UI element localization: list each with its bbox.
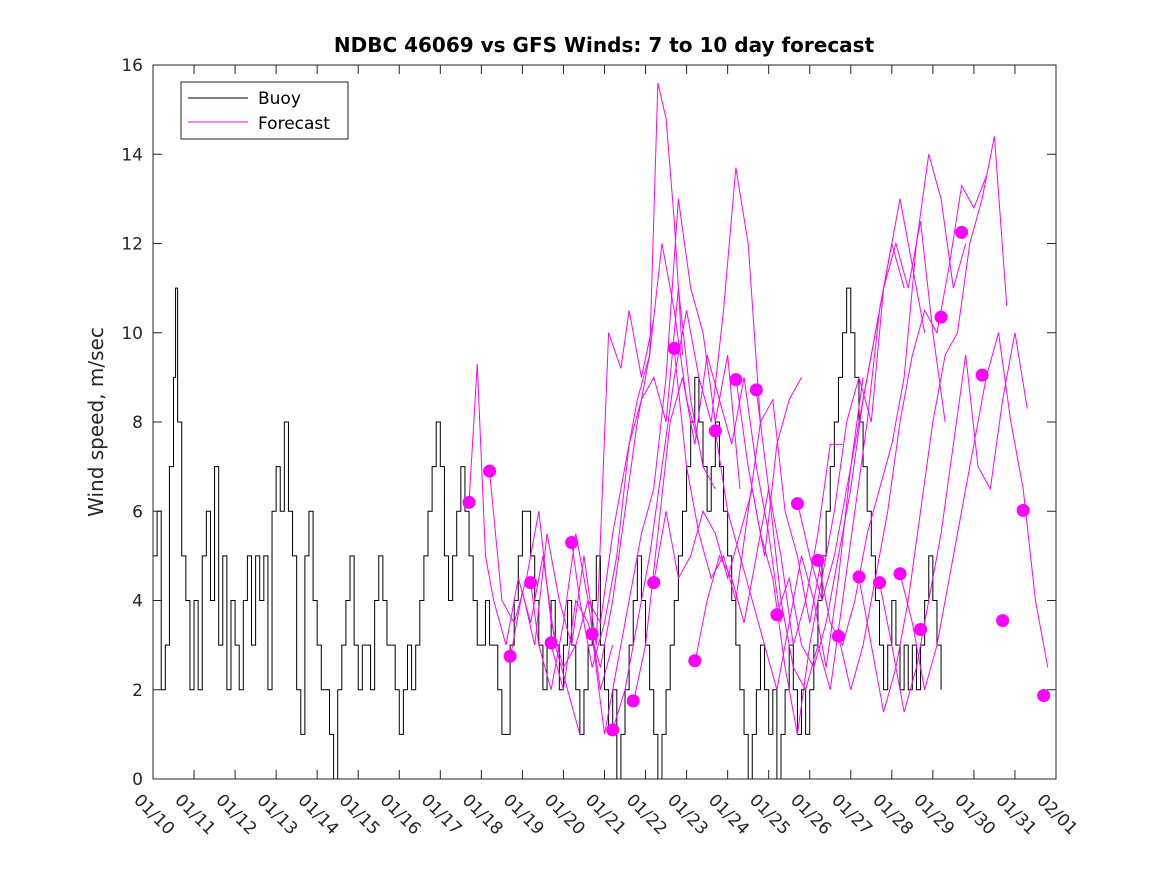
forecast-marker — [524, 576, 538, 590]
y-tick-label: 16 — [121, 56, 143, 76]
forecast-series-line — [817, 154, 967, 647]
forecast-marker — [749, 383, 763, 397]
forecast-marker — [585, 627, 599, 641]
forecast-marker — [831, 629, 845, 643]
forecast-series-line — [858, 136, 1008, 713]
buoy-series-line — [153, 287, 942, 780]
forecast-series-line — [571, 288, 716, 668]
forecast-marker — [647, 576, 661, 590]
forecast-series-line — [632, 354, 782, 704]
legend: Buoy Forecast — [180, 81, 349, 140]
forecast-marker — [873, 576, 887, 590]
forecast-series-line — [837, 176, 987, 690]
forecast-marker — [955, 225, 969, 239]
y-tick-label: 8 — [132, 413, 143, 433]
forecast-marker — [1037, 689, 1051, 703]
y-tick-label: 6 — [132, 502, 143, 522]
forecast-series-line — [796, 221, 946, 603]
legend-forecast-label: Forecast — [258, 114, 330, 134]
forecast-marker — [503, 649, 517, 663]
forecast-marker — [770, 608, 784, 622]
y-tick-label: 14 — [121, 145, 143, 165]
forecast-marker — [790, 497, 804, 511]
forecast-series-line — [591, 198, 741, 735]
forecast-marker — [688, 654, 702, 668]
forecast-marker — [626, 694, 640, 708]
forecast-marker — [544, 636, 558, 650]
y-tick-label: 0 — [132, 770, 143, 790]
y-tick-label: 12 — [121, 235, 143, 255]
marker-layer — [462, 225, 1051, 737]
series-layer — [153, 82, 1049, 780]
forecast-series-line — [612, 167, 761, 731]
forecast-marker — [914, 623, 928, 637]
forecast-series-line — [899, 332, 1049, 690]
forecast-marker — [1016, 503, 1030, 517]
y-tick-label: 10 — [121, 324, 143, 344]
y-axis: 0 2 4 6 8 10 12 14 16 — [121, 56, 1056, 790]
forecast-series-line — [673, 350, 823, 623]
forecast-marker — [811, 553, 825, 567]
forecast-marker — [934, 310, 948, 324]
forecast-series-line — [879, 332, 1028, 713]
y-tick-label: 4 — [132, 592, 143, 612]
forecast-marker — [667, 341, 681, 355]
y-axis-label: Wind speed, m/sec — [84, 327, 108, 517]
forecast-series-line — [530, 82, 683, 690]
forecast-marker — [893, 567, 907, 581]
forecast-marker — [729, 373, 743, 387]
y-tick-label: 2 — [132, 681, 143, 701]
forecast-series-line — [776, 198, 926, 669]
forecast-marker — [708, 424, 722, 438]
legend-buoy-label: Buoy — [258, 89, 301, 109]
forecast-marker — [462, 495, 476, 509]
forecast-marker — [606, 723, 620, 737]
forecast-series-line — [714, 377, 864, 690]
forecast-series-line — [550, 243, 700, 690]
forecast-series-line — [509, 310, 655, 659]
forecast-marker — [483, 464, 497, 478]
legend-box — [180, 81, 349, 140]
chart-title: NDBC 46069 vs GFS Winds: 7 to 10 day for… — [334, 33, 875, 57]
forecast-series-line — [735, 288, 885, 735]
forecast-series-line — [653, 377, 802, 583]
forecast-series-line — [468, 363, 581, 735]
forecast-marker — [975, 368, 989, 382]
forecast-marker — [565, 535, 579, 549]
forecast-marker — [852, 570, 866, 584]
forecast-marker — [996, 614, 1010, 628]
